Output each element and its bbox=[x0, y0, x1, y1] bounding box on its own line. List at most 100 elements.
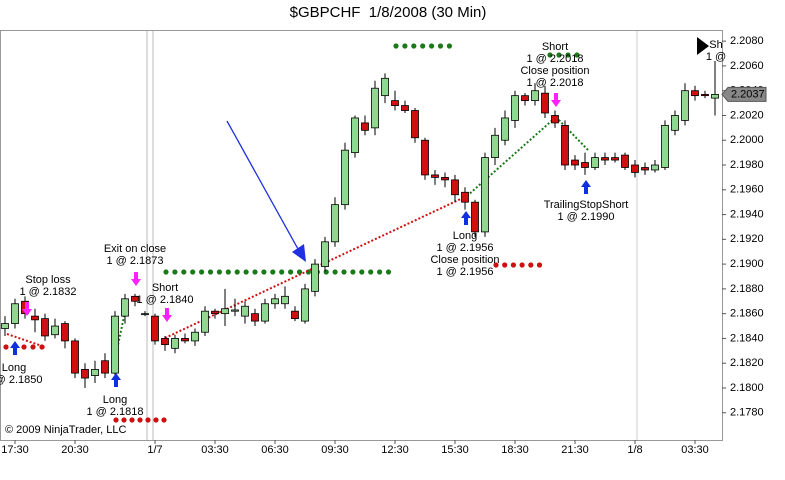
indicator-dot bbox=[161, 417, 167, 423]
copyright: © 2009 NinjaTrader, LLC bbox=[5, 424, 126, 436]
execution-arrow bbox=[461, 211, 471, 225]
candle-body bbox=[231, 309, 239, 312]
indicator-dot bbox=[270, 269, 276, 275]
candle-body bbox=[291, 310, 299, 320]
candle-body bbox=[601, 157, 609, 161]
candle-body bbox=[261, 303, 269, 322]
annotation: Stop loss bbox=[25, 274, 71, 286]
y-tick-label: 2.1900 bbox=[730, 258, 764, 270]
y-tick-label: 2.1980 bbox=[730, 159, 764, 171]
candle-body bbox=[81, 368, 89, 379]
candle-body bbox=[711, 94, 719, 99]
candle-body bbox=[461, 191, 469, 203]
candle-body bbox=[441, 177, 449, 181]
indicator-dot bbox=[510, 262, 516, 268]
execution-arrow bbox=[10, 341, 20, 355]
indicator-dot bbox=[547, 52, 553, 58]
annotation: 1 @ bbox=[706, 51, 726, 63]
indicator-dot bbox=[502, 262, 508, 268]
indicator-dot bbox=[21, 344, 27, 350]
candle-body bbox=[451, 179, 459, 196]
indicator-dot bbox=[181, 269, 187, 275]
candle-body bbox=[271, 298, 279, 305]
x-tick-label: 21:30 bbox=[561, 444, 589, 456]
indicator-dot bbox=[243, 269, 249, 275]
indicator-dot bbox=[377, 269, 383, 275]
y-tick-label: 2.1860 bbox=[730, 308, 764, 320]
candle-body bbox=[351, 117, 359, 154]
candle-body bbox=[631, 164, 639, 173]
candle-body bbox=[281, 295, 289, 305]
indicator-dot bbox=[519, 262, 525, 268]
indicator-dot bbox=[145, 417, 151, 423]
indicator-dot bbox=[323, 269, 329, 275]
candle-body bbox=[181, 338, 189, 342]
candle-body bbox=[1, 323, 9, 329]
indicator-dot bbox=[332, 269, 338, 275]
execution-arrow bbox=[111, 373, 121, 387]
candle-body bbox=[521, 95, 529, 102]
candle-body bbox=[371, 87, 379, 129]
indicator-dot bbox=[528, 262, 534, 268]
indicator-dot bbox=[190, 269, 196, 275]
indicator-dot bbox=[216, 269, 222, 275]
y-tick-label: 2.1960 bbox=[730, 184, 764, 196]
indicator-dot bbox=[565, 52, 571, 58]
indicator-dot bbox=[402, 43, 408, 49]
candle-body bbox=[151, 315, 159, 342]
candle-body bbox=[131, 295, 139, 302]
candle-body bbox=[321, 241, 329, 267]
drawn-arrow-head bbox=[292, 244, 306, 262]
annotation: 1 @ 2.1818 bbox=[86, 406, 143, 418]
candle-body bbox=[141, 313, 149, 316]
annotation: Short bbox=[542, 41, 568, 53]
annotation: Short bbox=[152, 282, 178, 294]
annotation: 1 @ 2.1873 bbox=[106, 255, 163, 267]
indicator-dot bbox=[252, 269, 258, 275]
indicator-dot bbox=[446, 43, 452, 49]
candle-body bbox=[221, 308, 229, 315]
annotation: Long bbox=[103, 394, 127, 406]
candle-body bbox=[191, 331, 199, 342]
indicator-dot bbox=[341, 269, 347, 275]
candle-body bbox=[61, 323, 69, 342]
indicator-dot bbox=[121, 417, 127, 423]
y-tick-label: 2.1800 bbox=[730, 382, 764, 394]
candle-body bbox=[471, 201, 479, 233]
candle-body bbox=[531, 90, 539, 102]
annotation: Exit on close bbox=[104, 243, 166, 255]
annotation: Close position bbox=[430, 254, 499, 266]
candle-body bbox=[681, 90, 689, 121]
execution-arrow bbox=[551, 93, 561, 107]
indicator-dot bbox=[536, 262, 543, 268]
indicator-dot bbox=[411, 43, 417, 49]
indicator-dot bbox=[296, 269, 303, 275]
execution-arrow bbox=[162, 308, 172, 322]
candle-body bbox=[671, 115, 679, 131]
last-price-label: 2.2037 bbox=[731, 88, 765, 100]
candle-body bbox=[501, 117, 509, 141]
candle-body bbox=[551, 115, 559, 124]
annotation: Long bbox=[2, 362, 26, 374]
indicator-dot bbox=[437, 43, 444, 49]
annotation: 1 @ 2.1990 bbox=[557, 211, 614, 223]
candle-body bbox=[251, 313, 259, 322]
annotation: 1 @ 2.1832 bbox=[19, 286, 76, 298]
candle-body bbox=[701, 94, 709, 97]
execution-arrow bbox=[131, 272, 141, 286]
x-tick-label: 1/8 bbox=[627, 444, 642, 456]
annotation: 1 @ 2.1956 bbox=[436, 242, 493, 254]
indicator-dot bbox=[350, 269, 356, 275]
candle-body bbox=[591, 157, 599, 168]
indicator-dot bbox=[556, 52, 562, 58]
candle-body bbox=[101, 360, 109, 374]
candle-body bbox=[401, 105, 409, 111]
indicator-dot bbox=[129, 417, 135, 423]
execution-arrow bbox=[22, 302, 32, 316]
candle-body bbox=[301, 288, 309, 322]
y-tick-label: 2.1940 bbox=[730, 208, 764, 220]
x-tick-label: 17:30 bbox=[1, 444, 29, 456]
y-tick-label: 2.1820 bbox=[730, 357, 764, 369]
